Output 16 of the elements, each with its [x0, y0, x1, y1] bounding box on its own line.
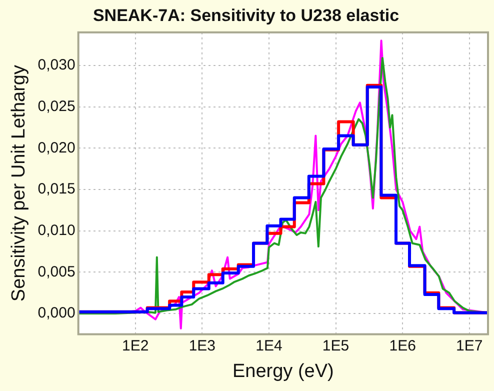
y-tick-label: 0,010	[38, 222, 76, 239]
y-tick-label: 0,020	[38, 139, 76, 156]
x-tick-label: 1E3	[188, 337, 216, 354]
y-axis-title: Sensitivity per Unit Lethargy	[8, 64, 30, 302]
y-tick-label: 0,005	[38, 263, 76, 280]
y-tick-label: 0,025	[38, 98, 76, 115]
x-axis-title: Energy (eV)	[232, 360, 334, 382]
x-tick-label: 1E6	[389, 337, 416, 354]
x-tick-label: 1E5	[322, 337, 350, 354]
chart-title: SNEAK-7A: Sensitivity to U238 elastic	[92, 6, 400, 25]
y-tick-label: 0,030	[38, 56, 76, 74]
x-tick-label: 1E4	[256, 337, 282, 354]
y-tick-label: 0,000	[38, 304, 76, 322]
x-tick-label: 1E7	[456, 337, 483, 354]
x-tick-label: 1E2	[122, 337, 149, 354]
y-tick-label: 0,015	[38, 180, 76, 198]
